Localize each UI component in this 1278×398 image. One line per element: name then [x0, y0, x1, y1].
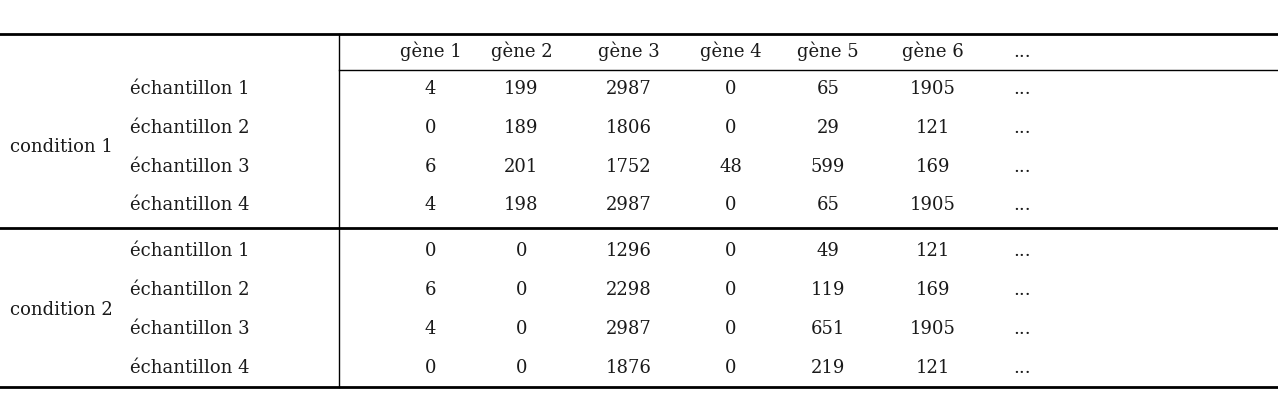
Text: 49: 49 [817, 242, 840, 260]
Text: 4: 4 [426, 320, 436, 338]
Text: 0: 0 [726, 80, 736, 98]
Text: 4: 4 [426, 197, 436, 215]
Text: 1752: 1752 [606, 158, 652, 176]
Text: 119: 119 [812, 281, 845, 299]
Text: échantillon 4: échantillon 4 [129, 359, 249, 377]
Text: ...: ... [1013, 242, 1031, 260]
Text: 1876: 1876 [606, 359, 652, 377]
Text: échantillon 1: échantillon 1 [129, 242, 249, 260]
Text: 121: 121 [916, 242, 950, 260]
Text: 0: 0 [726, 242, 736, 260]
Text: 651: 651 [812, 320, 845, 338]
Text: gène 4: gène 4 [700, 42, 762, 61]
Text: 0: 0 [516, 320, 527, 338]
Text: gène 2: gène 2 [491, 42, 552, 61]
Text: 201: 201 [505, 158, 538, 176]
Text: échantillon 4: échantillon 4 [129, 197, 249, 215]
Text: 65: 65 [817, 80, 840, 98]
Text: 1905: 1905 [910, 197, 956, 215]
Text: gène 3: gène 3 [598, 42, 659, 61]
Text: 219: 219 [812, 359, 845, 377]
Text: 2987: 2987 [606, 80, 652, 98]
Text: échantillon 2: échantillon 2 [129, 119, 249, 137]
Text: 0: 0 [726, 197, 736, 215]
Text: 2298: 2298 [606, 281, 652, 299]
Text: 0: 0 [726, 359, 736, 377]
Text: 1806: 1806 [606, 119, 652, 137]
Text: ...: ... [1013, 359, 1031, 377]
Text: 599: 599 [812, 158, 845, 176]
Text: ...: ... [1013, 320, 1031, 338]
Text: 0: 0 [426, 359, 436, 377]
Text: 6: 6 [426, 158, 436, 176]
Text: 0: 0 [726, 320, 736, 338]
Text: 6: 6 [426, 281, 436, 299]
Text: échantillon 3: échantillon 3 [129, 158, 249, 176]
Text: 0: 0 [516, 281, 527, 299]
Text: 0: 0 [426, 242, 436, 260]
Text: échantillon 2: échantillon 2 [129, 281, 249, 299]
Text: 0: 0 [726, 119, 736, 137]
Text: 0: 0 [726, 281, 736, 299]
Text: 1905: 1905 [910, 320, 956, 338]
Text: ...: ... [1013, 281, 1031, 299]
Text: 121: 121 [916, 359, 950, 377]
Text: 169: 169 [916, 281, 950, 299]
Text: ...: ... [1013, 80, 1031, 98]
Text: 48: 48 [720, 158, 743, 176]
Text: ...: ... [1013, 158, 1031, 176]
Text: ...: ... [1013, 43, 1031, 61]
Text: 1905: 1905 [910, 80, 956, 98]
Text: condition 2: condition 2 [10, 300, 112, 319]
Text: 4: 4 [426, 80, 436, 98]
Text: gène 6: gène 6 [902, 42, 964, 61]
Text: 198: 198 [505, 197, 538, 215]
Text: 0: 0 [426, 119, 436, 137]
Text: 121: 121 [916, 119, 950, 137]
Text: 29: 29 [817, 119, 840, 137]
Text: 65: 65 [817, 197, 840, 215]
Text: gène 1: gène 1 [400, 42, 461, 61]
Text: 2987: 2987 [606, 197, 652, 215]
Text: échantillon 1: échantillon 1 [129, 80, 249, 98]
Text: 1296: 1296 [606, 242, 652, 260]
Text: ...: ... [1013, 119, 1031, 137]
Text: 199: 199 [505, 80, 538, 98]
Text: ...: ... [1013, 197, 1031, 215]
Text: échantillon 3: échantillon 3 [129, 320, 249, 338]
Text: 0: 0 [516, 242, 527, 260]
Text: gène 5: gène 5 [797, 42, 859, 61]
Text: 169: 169 [916, 158, 950, 176]
Text: 0: 0 [516, 359, 527, 377]
Text: 189: 189 [505, 119, 538, 137]
Text: 2987: 2987 [606, 320, 652, 338]
Text: condition 1: condition 1 [10, 138, 112, 156]
